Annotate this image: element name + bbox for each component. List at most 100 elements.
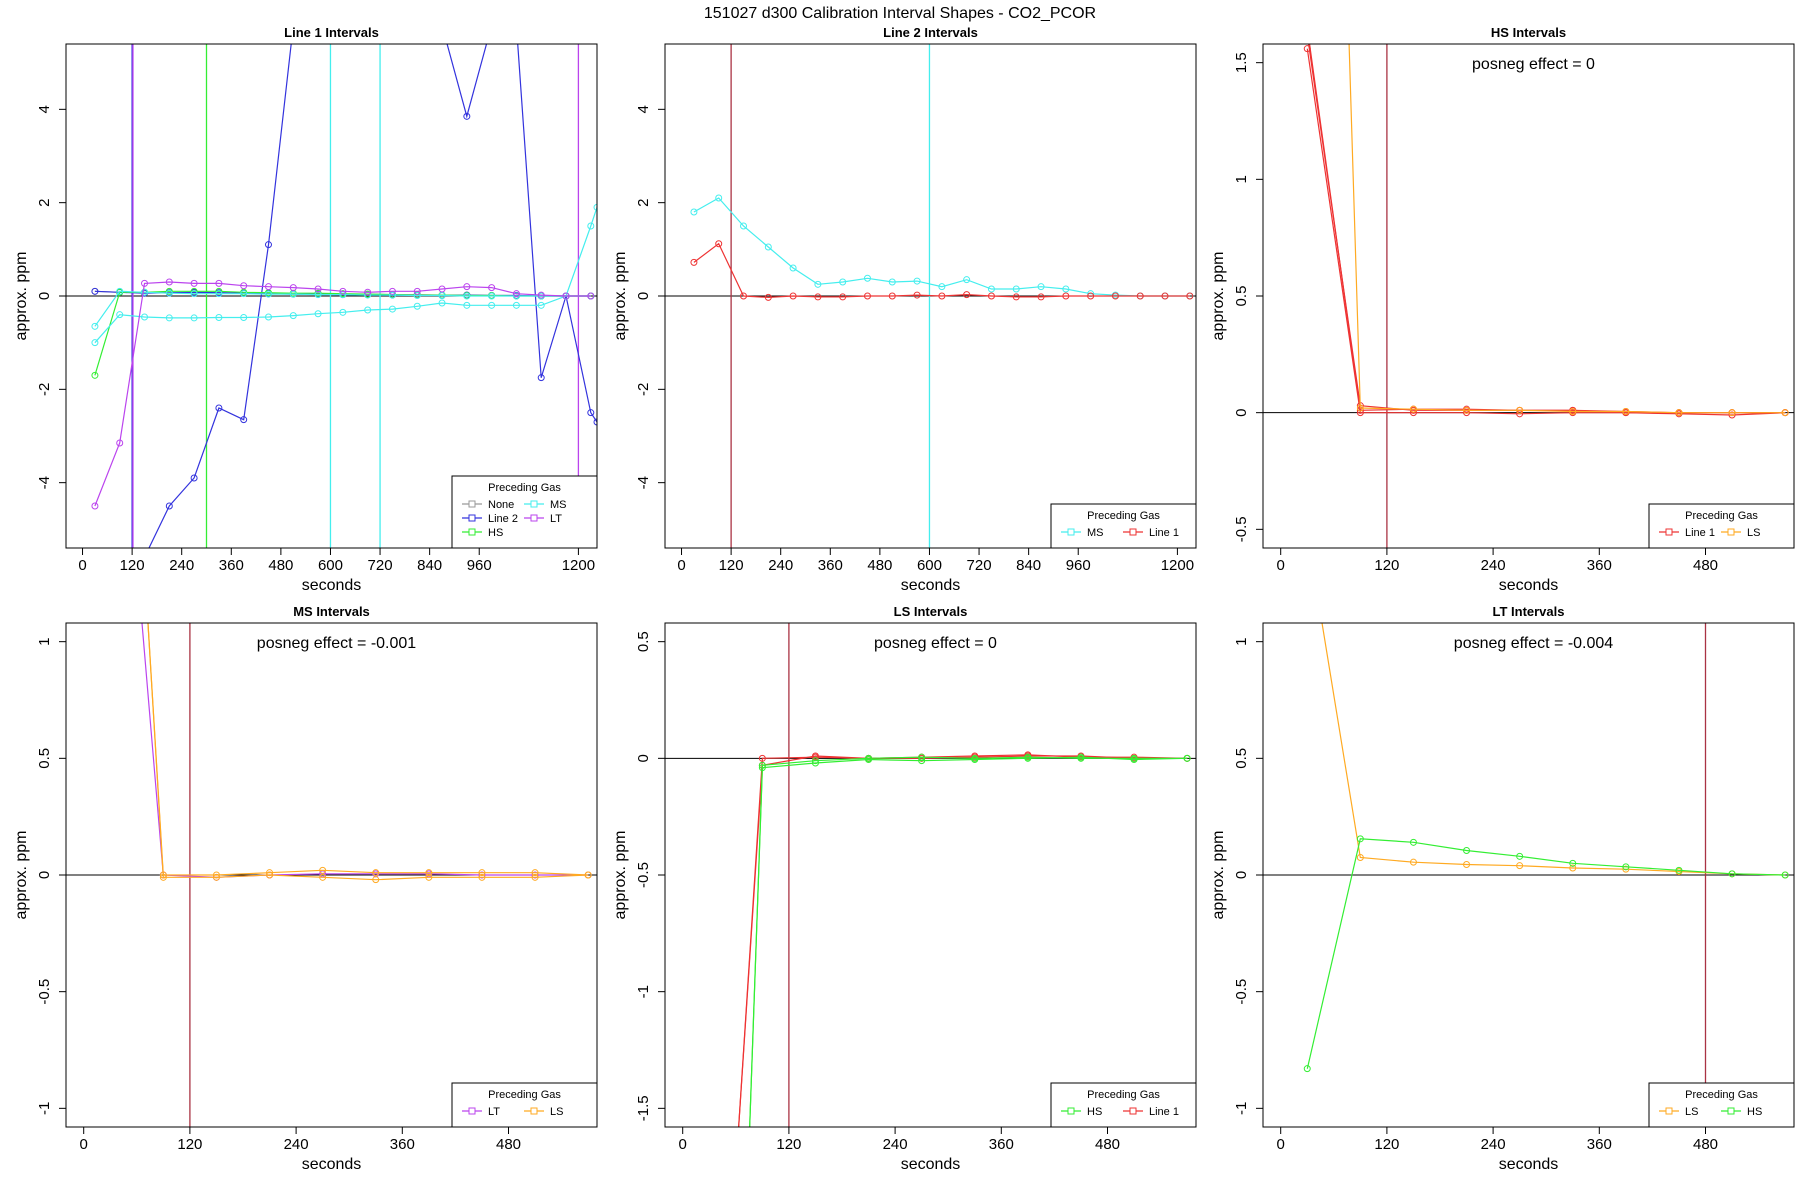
series-line-line-1	[1308, 44, 1786, 414]
x-tick-label: 360	[989, 1136, 1014, 1153]
y-tick-label: -0.5	[635, 862, 652, 888]
y-tick-label: -0.5	[1233, 516, 1250, 542]
data-point	[388, 305, 396, 313]
x-tick-label: 360	[1587, 1136, 1612, 1153]
data-point	[1463, 406, 1471, 414]
x-tick-label: 720	[967, 557, 992, 574]
data-point	[438, 299, 446, 307]
data-point	[339, 308, 347, 316]
data-point	[165, 289, 173, 297]
data-point	[289, 284, 297, 292]
data-point	[266, 869, 274, 877]
data-point	[1622, 865, 1630, 873]
data-point	[918, 753, 926, 761]
data-point	[339, 287, 347, 295]
series-line-ls	[147, 623, 589, 881]
x-tick-label: 120	[719, 557, 744, 574]
x-tick-label: 600	[917, 557, 942, 574]
data-point	[963, 291, 971, 299]
data-point	[1356, 404, 1364, 412]
data-point	[212, 871, 220, 879]
y-axis-label: approx. ppm	[612, 252, 629, 341]
legend-title: Preceding Gas	[1087, 510, 1160, 522]
legend-marker	[1727, 528, 1735, 536]
data-point	[165, 287, 173, 295]
data-point	[587, 409, 595, 417]
data-point	[372, 876, 380, 884]
data-point	[938, 292, 946, 300]
data-point	[971, 754, 979, 762]
data-point	[289, 290, 297, 298]
data-point	[264, 313, 272, 321]
series-line-ls	[1348, 44, 1786, 414]
data-point	[938, 283, 946, 291]
data-point	[531, 873, 539, 881]
legend-box	[1050, 1082, 1197, 1128]
chart-panel-4: MS Intervals 0 120 240 360 480 seconds -1 -0.5 0 0…	[13, 604, 598, 1173]
y-tick-label: 2	[635, 198, 652, 206]
legend-entry: Line 1	[1149, 1106, 1179, 1118]
data-point	[735, 1140, 741, 1146]
data-point	[91, 339, 99, 347]
data-point	[116, 287, 124, 295]
data-point	[1346, 32, 1352, 38]
x-tick-label: 480	[867, 557, 892, 574]
data-point	[1409, 858, 1417, 866]
data-point	[439, 22, 445, 28]
legend-title: Preceding Gas	[1685, 510, 1758, 522]
legend-marker	[1067, 1107, 1075, 1115]
data-point	[814, 293, 822, 301]
x-tick-label: 120	[1374, 557, 1399, 574]
series-line-lt	[141, 623, 589, 878]
posneg-annotation: posneg effect = 0	[874, 635, 997, 652]
y-tick-label: 1.5	[1233, 52, 1250, 73]
data-point	[141, 288, 149, 296]
data-point	[1675, 409, 1683, 417]
data-point	[488, 284, 496, 292]
legend-entry: MS	[550, 499, 567, 511]
y-tick-label: 1	[1233, 637, 1250, 645]
data-point	[91, 371, 99, 379]
data-point	[1304, 32, 1310, 38]
data-point	[512, 292, 520, 300]
x-tick-label: 1200	[1161, 557, 1194, 574]
posneg-annotation: posneg effect = -0.001	[257, 635, 416, 652]
data-point	[811, 757, 819, 765]
y-tick-label: 0.5	[1233, 748, 1250, 769]
legend-title: Preceding Gas	[488, 482, 561, 494]
data-point	[144, 611, 150, 617]
data-point	[1303, 1065, 1311, 1073]
x-axis-label: seconds	[302, 1156, 362, 1173]
data-point	[1077, 754, 1085, 762]
y-tick-label: 2	[36, 198, 53, 206]
legend-title: Preceding Gas	[1685, 1089, 1758, 1101]
data-point	[789, 264, 797, 272]
data-point	[1304, 25, 1310, 31]
data-point	[888, 292, 896, 300]
data-point	[512, 290, 520, 298]
x-tick-label: 480	[496, 1136, 521, 1153]
data-point	[746, 1140, 752, 1146]
data-point	[364, 306, 372, 314]
legend-marker	[1665, 1107, 1673, 1115]
y-tick-label: 0	[635, 292, 652, 300]
data-point	[1130, 754, 1138, 762]
data-point	[789, 292, 797, 300]
data-point	[746, 1140, 752, 1146]
data-point	[1136, 292, 1144, 300]
x-axis-label: seconds	[1499, 1156, 1559, 1173]
x-tick-label: 1200	[562, 557, 595, 574]
data-point	[319, 866, 327, 874]
data-point	[531, 871, 539, 879]
y-tick-label: 0	[1233, 408, 1250, 416]
y-axis-label: approx. ppm	[1210, 831, 1227, 920]
legend: Preceding Gas LS HS	[1648, 1082, 1795, 1128]
posneg-annotation: posneg effect = -0.004	[1454, 635, 1613, 652]
x-tick-label: 0	[1277, 1136, 1285, 1153]
legend-box	[451, 475, 598, 549]
data-point	[438, 285, 446, 293]
data-point	[963, 276, 971, 284]
y-tick-label: -1	[36, 1102, 53, 1115]
